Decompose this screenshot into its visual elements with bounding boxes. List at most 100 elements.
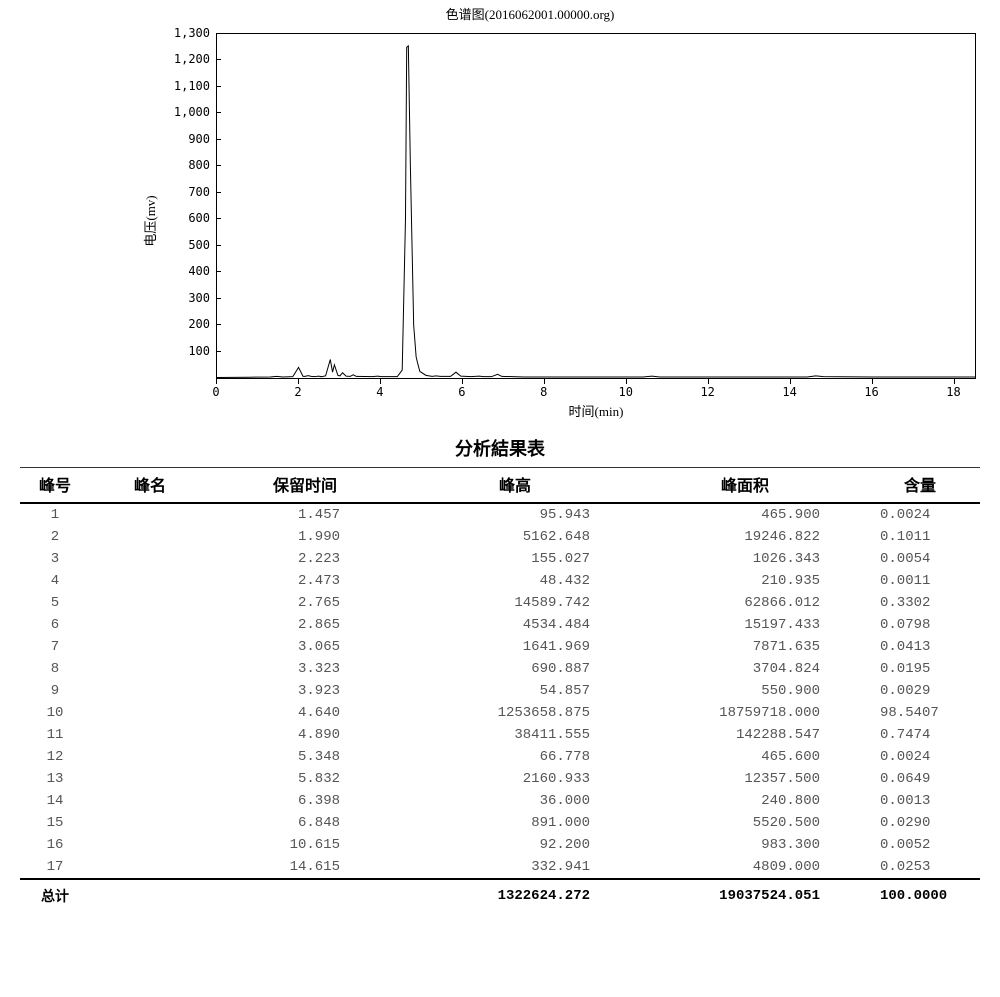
plot-area (216, 33, 976, 379)
y-tick-label: 1,100 (164, 80, 210, 92)
table-cell: 550.900 (630, 680, 860, 702)
x-tick-mark (298, 379, 299, 384)
table-cell: 0.0024 (860, 746, 980, 768)
table-cell: 465.600 (630, 746, 860, 768)
table-cell: 891.000 (400, 812, 630, 834)
y-tick-mark (216, 245, 221, 246)
table-cell: 0.0013 (860, 790, 980, 812)
y-tick-label: 1,200 (164, 53, 210, 65)
table-cell: 0.0029 (860, 680, 980, 702)
table-cell: 3.923 (210, 680, 400, 702)
y-tick-mark (216, 192, 221, 193)
x-tick-mark (708, 379, 709, 384)
x-tick-mark (544, 379, 545, 384)
table-row: 156.848891.0005520.5000.0290 (20, 812, 980, 834)
table-cell: 0.3302 (860, 592, 980, 614)
y-tick-mark (216, 86, 221, 87)
table-cell: 95.943 (400, 503, 630, 526)
table-cell: 3704.824 (630, 658, 860, 680)
table-cell: 15197.433 (630, 614, 860, 636)
table-cell: 0.0798 (860, 614, 980, 636)
x-axis-label: 时间(min) (216, 401, 976, 420)
y-tick-label: 600 (164, 212, 210, 224)
x-tick-label: 16 (857, 385, 887, 399)
y-tick-label: 300 (164, 292, 210, 304)
table-cell: 2160.933 (400, 768, 630, 790)
table-cell: 19246.822 (630, 526, 860, 548)
x-tick-mark (462, 379, 463, 384)
table-cell (90, 614, 210, 636)
table-cell: 4 (20, 570, 90, 592)
results-table: 峰号 峰名 保留时间 峰高 峰面积 含量 11.45795.943465.900… (20, 467, 980, 909)
table-cell: 4.890 (210, 724, 400, 746)
y-tick-label: 1,000 (164, 106, 210, 118)
x-tick-label: 12 (693, 385, 723, 399)
table-cell (90, 856, 210, 879)
table-row: 1714.615332.9414809.0000.0253 (20, 856, 980, 879)
table-cell (90, 724, 210, 746)
table-cell: 48.432 (400, 570, 630, 592)
x-tick-mark (790, 379, 791, 384)
table-cell: 2.473 (210, 570, 400, 592)
table-cell (90, 768, 210, 790)
y-axis-label: 电压(mv) (140, 195, 159, 246)
table-cell: 1641.969 (400, 636, 630, 658)
table-cell: 4.640 (210, 702, 400, 724)
total-cell: 1322624.272 (400, 879, 630, 909)
table-row: 114.89038411.555142288.5470.7474 (20, 724, 980, 746)
table-cell: 13 (20, 768, 90, 790)
table-cell: 17 (20, 856, 90, 879)
table-cell: 5162.648 (400, 526, 630, 548)
x-tick-mark (380, 379, 381, 384)
table-cell: 36.000 (400, 790, 630, 812)
col-peak-no: 峰号 (20, 468, 90, 504)
table-cell: 155.027 (400, 548, 630, 570)
y-tick-mark (216, 112, 221, 113)
total-cell (90, 879, 210, 909)
table-cell (90, 570, 210, 592)
table-row: 125.34866.778465.6000.0024 (20, 746, 980, 768)
table-cell: 0.0052 (860, 834, 980, 856)
y-tick-mark (216, 59, 221, 60)
table-total-row: 总计1322624.27219037524.051100.0000 (20, 879, 980, 909)
table-cell: 18759718.000 (630, 702, 860, 724)
y-tick-label: 400 (164, 265, 210, 277)
table-cell (90, 636, 210, 658)
y-tick-mark (216, 324, 221, 325)
table-cell: 12357.500 (630, 768, 860, 790)
table-cell: 5 (20, 592, 90, 614)
table-cell: 54.857 (400, 680, 630, 702)
y-tick-label: 700 (164, 186, 210, 198)
y-tick-label: 1,300 (164, 27, 210, 39)
y-tick-mark (216, 351, 221, 352)
table-row: 42.47348.432210.9350.0011 (20, 570, 980, 592)
x-tick-label: 0 (201, 385, 231, 399)
x-tick-label: 8 (529, 385, 559, 399)
y-tick-mark (216, 165, 221, 166)
table-cell: 0.7474 (860, 724, 980, 746)
chromatogram-panel: 色谱图(2016062001.00000.org) 电压(mv) 时间(min)… (120, 4, 940, 417)
y-tick-label: 900 (164, 133, 210, 145)
col-rt: 保留时间 (210, 468, 400, 504)
x-tick-label: 4 (365, 385, 395, 399)
table-cell: 66.778 (400, 746, 630, 768)
table-cell: 10.615 (210, 834, 400, 856)
x-tick-label: 14 (775, 385, 805, 399)
total-label: 总计 (20, 879, 90, 909)
table-cell: 3.065 (210, 636, 400, 658)
table-cell: 6 (20, 614, 90, 636)
table-cell (90, 503, 210, 526)
total-cell: 100.0000 (860, 879, 980, 909)
table-cell: 9 (20, 680, 90, 702)
chart-box: 电压(mv) 时间(min) 1002003004005006007008009… (164, 25, 940, 417)
table-cell: 3 (20, 548, 90, 570)
table-cell: 983.300 (630, 834, 860, 856)
table-cell: 8 (20, 658, 90, 680)
table-header-row: 峰号 峰名 保留时间 峰高 峰面积 含量 (20, 468, 980, 504)
table-cell (90, 526, 210, 548)
total-cell (210, 879, 400, 909)
table-cell: 2.223 (210, 548, 400, 570)
table-cell: 14.615 (210, 856, 400, 879)
table-cell: 1026.343 (630, 548, 860, 570)
table-row: 1610.61592.200983.3000.0052 (20, 834, 980, 856)
